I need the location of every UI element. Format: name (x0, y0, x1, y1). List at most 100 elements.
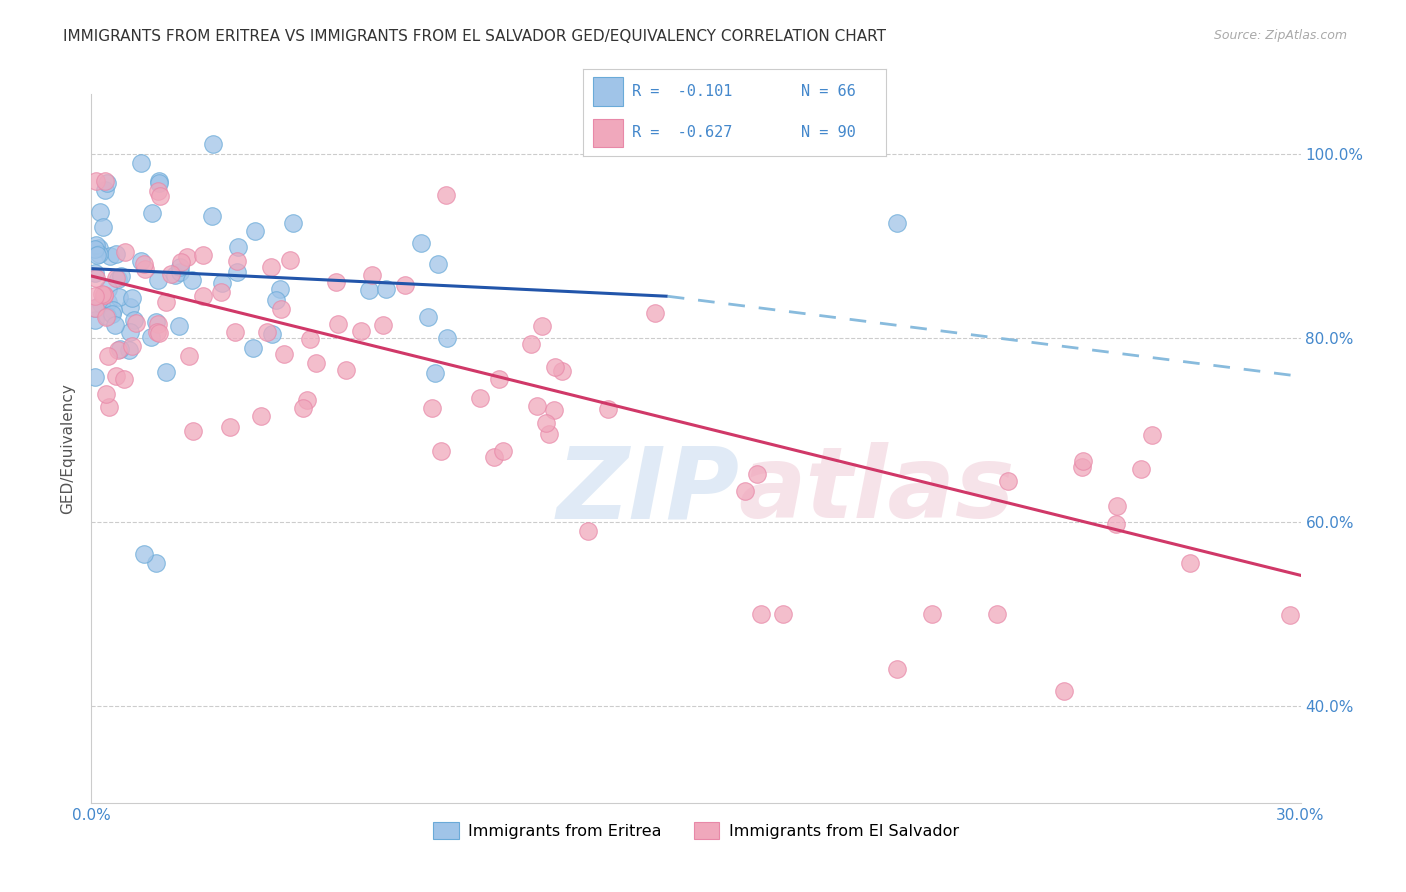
Point (97, 294, 120, 309)
Point (394, 278, 416, 293)
Point (110, 268, 132, 283)
Point (141, 205, 163, 219)
Point (409, 236, 432, 251)
Point (538, 427, 561, 442)
Point (281, 216, 304, 230)
Point (530, 318, 553, 333)
Point (176, 250, 198, 264)
Point (107, 290, 129, 304)
Point (224, 325, 246, 339)
Point (97, 282, 120, 296)
Point (488, 372, 510, 386)
Point (209, 285, 232, 299)
Point (132, 547, 155, 561)
Point (145, 325, 167, 339)
Point (86, 248, 108, 262)
Point (94, 174, 117, 188)
Point (202, 137, 225, 152)
Point (155, 365, 177, 379)
Point (84, 289, 107, 303)
Point (298, 332, 321, 346)
Point (84, 238, 107, 252)
Point (193, 248, 215, 262)
Point (124, 313, 146, 327)
Point (596, 401, 619, 416)
Legend: Immigrants from Eritrea, Immigrants from El Salvador: Immigrants from Eritrea, Immigrants from… (426, 815, 966, 846)
Point (170, 255, 193, 269)
Point (1180, 556, 1202, 570)
Point (131, 254, 153, 268)
Point (482, 450, 505, 464)
Text: ZIP: ZIP (557, 442, 740, 540)
Point (986, 607, 1008, 621)
Point (749, 607, 772, 621)
Point (745, 467, 768, 481)
Point (260, 260, 283, 274)
Point (886, 216, 908, 230)
Point (1053, 683, 1076, 698)
Point (145, 315, 167, 329)
Point (373, 318, 395, 333)
Point (305, 356, 328, 370)
Point (84, 266, 107, 280)
Point (96, 177, 118, 191)
Point (89, 247, 111, 261)
Point (105, 247, 128, 261)
Point (148, 174, 170, 188)
Point (155, 295, 177, 310)
Point (169, 260, 191, 275)
Point (416, 310, 439, 325)
Point (118, 343, 141, 358)
Point (104, 318, 127, 333)
Point (97, 400, 120, 414)
Point (191, 289, 214, 303)
Point (543, 359, 565, 374)
Point (145, 557, 167, 571)
Point (519, 337, 541, 351)
Point (273, 347, 295, 361)
Point (1140, 427, 1163, 442)
Point (181, 273, 204, 287)
Point (146, 273, 169, 287)
Point (436, 331, 458, 345)
Point (886, 662, 908, 676)
Point (425, 366, 447, 380)
Point (87, 241, 110, 255)
Point (921, 607, 943, 621)
Point (357, 284, 380, 298)
Point (132, 257, 155, 271)
Point (134, 261, 156, 276)
Point (543, 403, 565, 417)
Point (89, 205, 111, 219)
Point (121, 291, 143, 305)
Point (148, 176, 170, 190)
Point (226, 254, 249, 268)
Point (211, 276, 233, 290)
Point (1105, 516, 1128, 531)
Point (734, 484, 756, 499)
Point (375, 282, 398, 296)
Point (121, 339, 143, 353)
Point (243, 225, 266, 239)
Point (350, 325, 373, 339)
Point (118, 300, 141, 314)
Point (326, 317, 349, 331)
Point (179, 349, 201, 363)
Point (291, 401, 314, 415)
Point (160, 267, 183, 281)
Point (534, 416, 557, 430)
Point (468, 391, 491, 405)
Point (165, 268, 187, 282)
Point (100, 249, 122, 263)
Point (430, 443, 453, 458)
Point (226, 240, 249, 254)
Point (84, 301, 107, 315)
Point (1071, 459, 1094, 474)
Point (118, 326, 141, 340)
Point (139, 329, 162, 343)
Point (84, 301, 107, 315)
Point (576, 524, 599, 538)
Point (526, 399, 548, 413)
Point (434, 188, 457, 202)
Point (84, 370, 107, 384)
